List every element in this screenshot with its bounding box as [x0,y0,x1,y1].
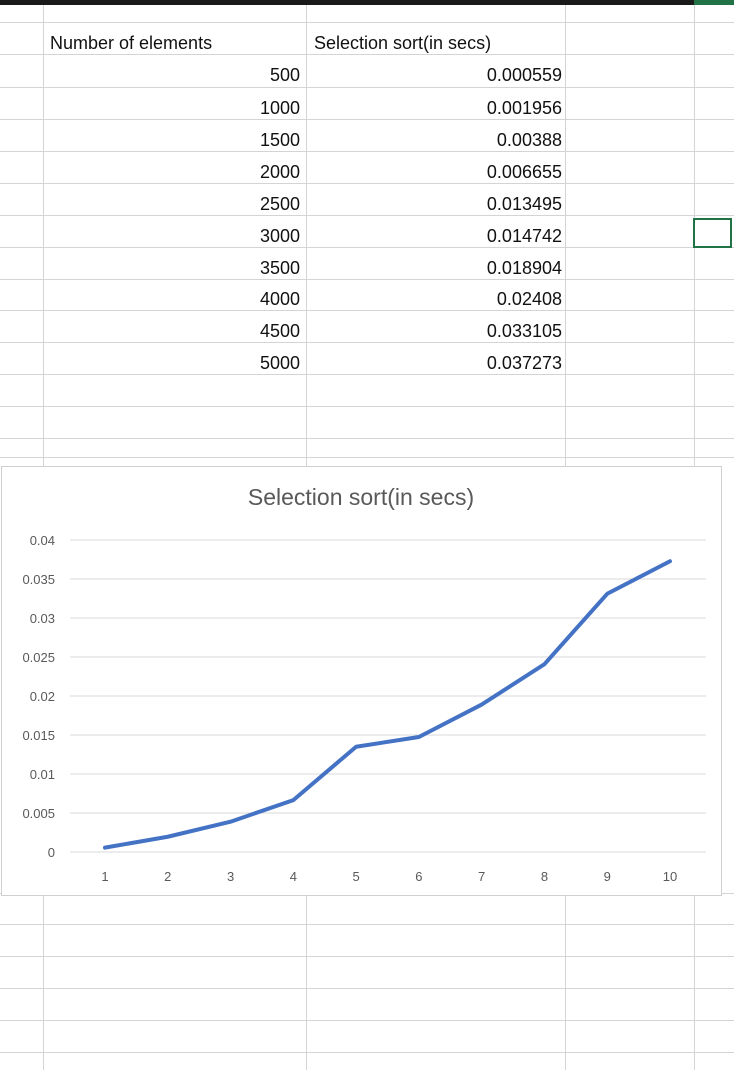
cell-time[interactable]: 0.00388 [496,130,562,150]
cell-time[interactable]: 0.013495 [486,194,562,214]
active-cell-selection[interactable] [693,218,732,248]
row-gridline [0,215,734,216]
cell-elements[interactable]: 5000 [259,353,300,373]
x-tick-label: 3 [227,869,234,884]
x-tick-label: 4 [290,869,297,884]
window-top-bar [0,0,734,5]
row-gridline [0,87,734,88]
y-tick-label: 0.035 [22,572,55,587]
x-tick-label: 2 [164,869,171,884]
cell-elements[interactable]: 1500 [259,130,300,150]
cell-elements[interactable]: 2500 [259,194,300,214]
x-tick-label: 5 [352,869,359,884]
y-tick-label: 0.015 [22,728,55,743]
x-tick-label: 8 [541,869,548,884]
row-gridline [0,279,734,280]
row-gridline [0,438,734,439]
line-chart[interactable] [1,466,722,896]
row-gridline [0,406,734,407]
sheet-accent-bar [694,0,734,5]
header-number-of-elements[interactable]: Number of elements [50,33,213,53]
row-gridline [0,22,734,23]
cell-time[interactable]: 0.006655 [486,162,562,182]
data-table: Number of elements Selection sort(in sec… [0,0,734,380]
row-gridline [0,374,734,375]
cell-time[interactable]: 0.033105 [486,321,562,341]
row-gridline [0,924,734,925]
header-selection-sort[interactable]: Selection sort(in secs) [314,33,492,53]
y-tick-label: 0.04 [30,533,55,548]
y-tick-label: 0.01 [30,767,55,782]
cell-time[interactable]: 0.037273 [486,353,562,373]
row-gridline [0,310,734,311]
cell-time[interactable]: 0.018904 [486,258,562,278]
row-gridline [0,457,734,458]
cell-elements[interactable]: 1000 [259,98,300,118]
cell-elements[interactable]: 500 [269,65,300,85]
x-tick-label: 9 [604,869,611,884]
cell-time[interactable]: 0.014742 [486,226,562,246]
chart-title: Selection sort(in secs) [247,484,475,510]
y-tick-label: 0.02 [30,689,55,704]
row-gridline [0,956,734,957]
x-tick-label: 10 [663,869,677,884]
cell-time[interactable]: 0.001956 [486,98,562,118]
row-gridline [0,183,734,184]
x-tick-label: 6 [415,869,422,884]
row-gridline [0,54,734,55]
x-tick-label: 1 [101,869,108,884]
row-gridline [0,988,734,989]
row-gridline [0,151,734,152]
row-gridline [0,342,734,343]
cell-elements[interactable]: 3000 [259,226,300,246]
row-gridline [0,119,734,120]
y-tick-label: 0.025 [22,650,55,665]
cell-elements[interactable]: 3500 [259,258,300,278]
cell-time[interactable]: 0.02408 [496,289,562,309]
row-gridline [0,1052,734,1053]
cell-elements[interactable]: 2000 [259,162,300,182]
y-tick-label: 0.03 [30,611,55,626]
x-tick-label: 7 [478,869,485,884]
y-tick-label: 0 [48,845,55,860]
cell-elements[interactable]: 4000 [259,289,300,309]
y-tick-label: 0.005 [22,806,55,821]
row-gridline [0,1020,734,1021]
row-gridline [0,247,734,248]
cell-elements[interactable]: 4500 [259,321,300,341]
series-line [103,559,672,850]
cell-time[interactable]: 0.000559 [486,65,562,85]
